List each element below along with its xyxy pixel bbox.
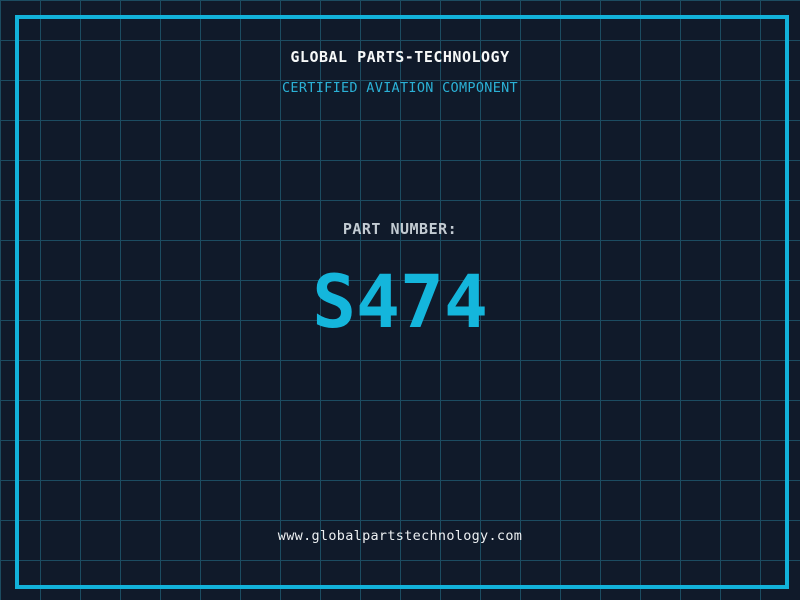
part-number-value: S474 [312, 260, 488, 345]
certification-subtitle: CERTIFIED AVIATION COMPONENT [282, 80, 518, 96]
part-number-label: PART NUMBER: [342, 220, 458, 238]
company-title: GLOBAL PARTS-TECHNOLOGY [290, 48, 510, 66]
website-url: www.globalpartstechnology.com [277, 528, 523, 544]
border-frame [15, 15, 789, 589]
